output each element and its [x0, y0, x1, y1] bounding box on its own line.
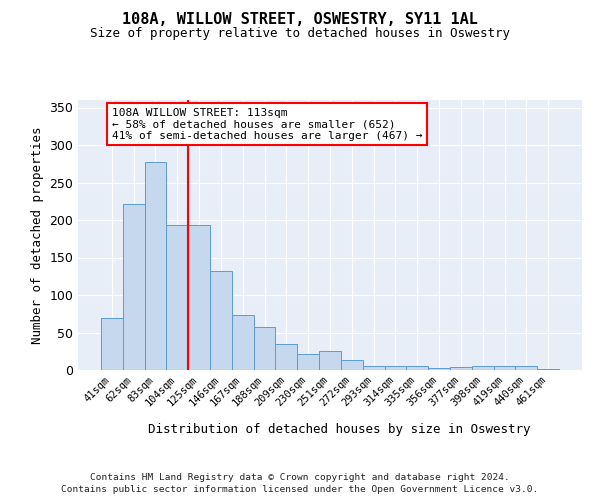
Bar	[210, 271, 232, 370]
Text: Size of property relative to detached houses in Oswestry: Size of property relative to detached ho…	[90, 28, 510, 40]
Y-axis label: Number of detached properties: Number of detached properties	[31, 126, 44, 344]
Bar	[406, 366, 428, 370]
Bar	[515, 366, 537, 370]
Bar	[275, 344, 297, 370]
Bar	[254, 326, 275, 370]
Text: Contains public sector information licensed under the Open Government Licence v3: Contains public sector information licen…	[61, 485, 539, 494]
Bar	[166, 225, 188, 370]
Bar	[537, 368, 559, 370]
Bar	[232, 316, 254, 370]
Bar	[363, 366, 385, 370]
Bar	[428, 368, 450, 370]
Text: Distribution of detached houses by size in Oswestry: Distribution of detached houses by size …	[148, 422, 530, 436]
Text: 108A WILLOW STREET: 113sqm
← 58% of detached houses are smaller (652)
41% of sem: 108A WILLOW STREET: 113sqm ← 58% of deta…	[112, 108, 422, 140]
Bar	[297, 354, 319, 370]
Bar	[145, 162, 166, 370]
Bar	[188, 225, 210, 370]
Bar	[385, 366, 406, 370]
Text: 108A, WILLOW STREET, OSWESTRY, SY11 1AL: 108A, WILLOW STREET, OSWESTRY, SY11 1AL	[122, 12, 478, 28]
Bar	[341, 360, 363, 370]
Bar	[494, 366, 515, 370]
Bar	[450, 367, 472, 370]
Bar	[472, 366, 494, 370]
Bar	[319, 351, 341, 370]
Bar	[123, 204, 145, 370]
Bar	[101, 318, 123, 370]
Text: Contains HM Land Registry data © Crown copyright and database right 2024.: Contains HM Land Registry data © Crown c…	[90, 472, 510, 482]
